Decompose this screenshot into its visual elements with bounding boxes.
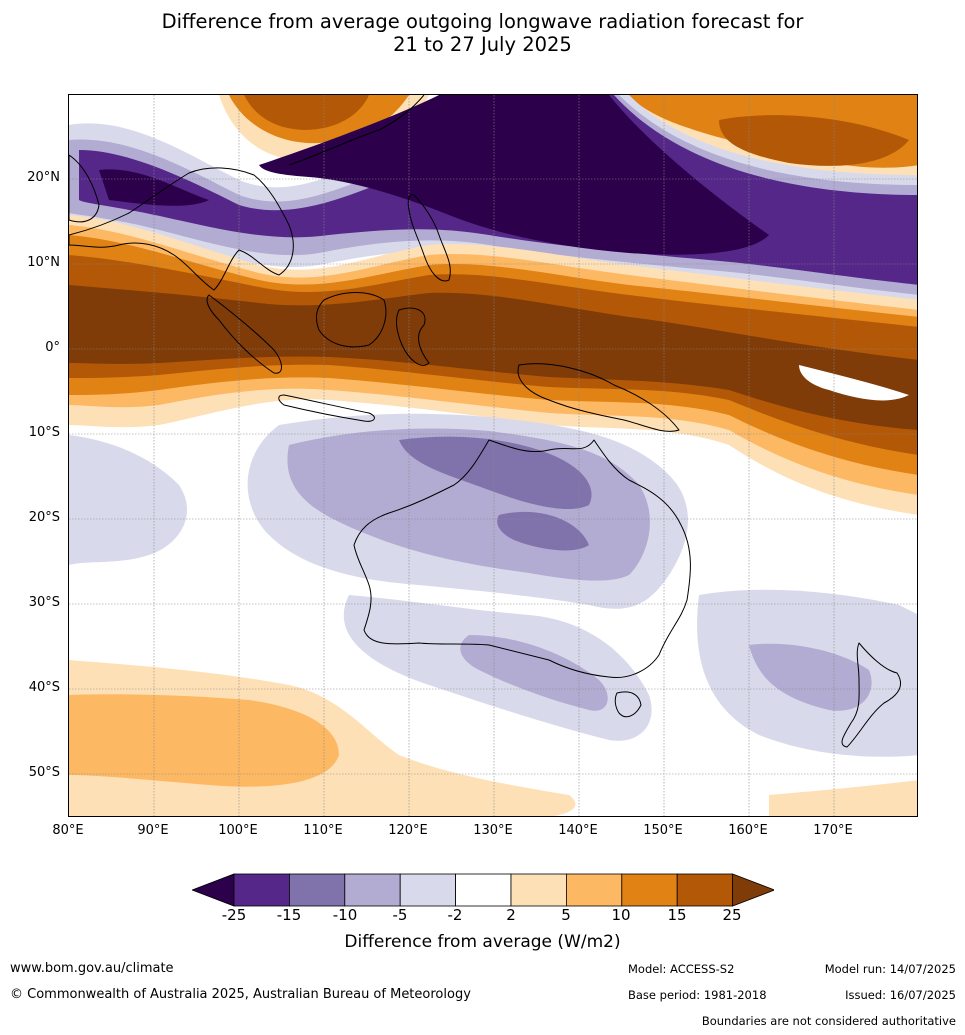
lat-label-eq: 0° (45, 340, 60, 355)
colorbar-tick: 5 (561, 906, 571, 924)
lat-label-30s: 30°S (28, 595, 60, 610)
lon-label-150e: 150°E (643, 823, 683, 838)
website-text: www.bom.gov.au/climate (10, 961, 174, 976)
lon-label-80e: 80°E (52, 823, 84, 838)
lon-label-120e: 120°E (388, 823, 428, 838)
model-text: Model: ACCESS-S2 (628, 962, 735, 976)
colorbar-tick: -25 (221, 906, 247, 924)
colorbar-cell (565, 873, 623, 907)
lon-label-160e: 160°E (728, 823, 768, 838)
colorbar-tick: -2 (447, 906, 463, 924)
lon-label-90e: 90°E (137, 823, 169, 838)
lat-label-10s: 10°S (28, 425, 60, 440)
colorbar-cell (676, 873, 734, 907)
colorbar-tick: -5 (392, 906, 408, 924)
colorbar-label: Difference from average (W/m2) (344, 932, 621, 952)
title-line-1: Difference from average outgoing longwav… (161, 10, 804, 33)
colorbar-cell (233, 873, 290, 907)
model-run-text: Model run: 14/07/2025 (824, 962, 956, 976)
map-title: Difference from average outgoing longwav… (0, 10, 965, 56)
colorbar-extend-high (732, 873, 774, 907)
map-canvas (69, 95, 917, 816)
olr-anomaly-map (68, 94, 918, 817)
lat-label-40s: 40°S (28, 680, 60, 695)
title-line-2: 21 to 27 July 2025 (393, 33, 572, 56)
lon-label-100e: 100°E (218, 823, 258, 838)
colorbar-tick: 15 (667, 906, 687, 924)
colorbar-tick: 25 (722, 906, 742, 924)
disclaimer-text: Boundaries are not considered authoritat… (701, 1014, 956, 1028)
colorbar-cell (621, 873, 678, 907)
lat-label-20n: 20°N (27, 170, 60, 185)
lon-label-140e: 140°E (558, 823, 598, 838)
colorbar-tick: -10 (332, 906, 358, 924)
colorbar-cells (192, 873, 774, 907)
lat-label-50s: 50°S (28, 765, 60, 780)
colorbar-cell (289, 873, 346, 907)
lat-label-10n: 10°N (27, 255, 60, 270)
lat-label-20s: 20°S (28, 510, 60, 525)
colorbar-cell (399, 873, 456, 907)
colorbar-tick: 10 (611, 906, 631, 924)
colorbar-extend-low (192, 873, 235, 907)
colorbar (192, 873, 774, 907)
colorbar-cell (344, 873, 401, 907)
colorbar-tick: 2 (506, 906, 516, 924)
lon-label-110e: 110°E (303, 823, 343, 838)
base-period-text: Base period: 1981-2018 (628, 988, 767, 1002)
colorbar-cell (455, 873, 512, 907)
colorbar-tick: -15 (276, 906, 302, 924)
copyright-text: © Commonwealth of Australia 2025, Austra… (10, 987, 471, 1002)
issued-text: Issued: 16/07/2025 (845, 988, 956, 1002)
colorbar-cell (510, 873, 567, 907)
lon-label-170e: 170°E (813, 823, 853, 838)
lon-label-130e: 130°E (473, 823, 513, 838)
